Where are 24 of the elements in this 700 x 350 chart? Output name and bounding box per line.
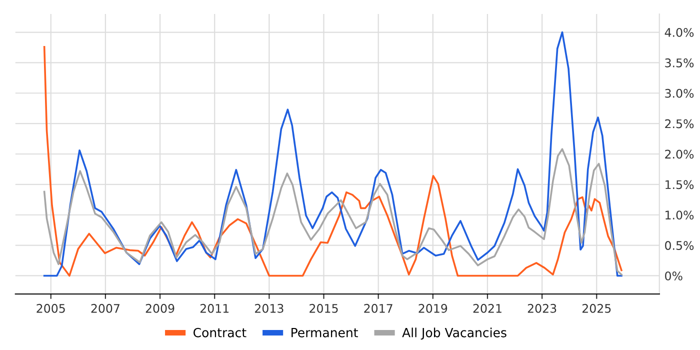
x-tick-label: 2021 — [473, 304, 502, 313]
x-tick-label: 2019 — [418, 304, 448, 313]
x-tick-label: 2025 — [582, 304, 611, 313]
y-tick-label: 2.0% — [665, 150, 694, 159]
x-tick-label: 2011 — [200, 304, 229, 313]
y-tick-label: 0.5% — [665, 241, 694, 250]
y-tick-label: 2.5% — [665, 119, 694, 128]
y-tick-label: 0% — [665, 271, 682, 280]
x-tick-label: 2005 — [36, 304, 65, 313]
legend-label: Contract — [194, 328, 246, 338]
x-tick-label: 2009 — [146, 304, 174, 313]
x-tick-label: 2017 — [364, 304, 392, 313]
x-tick-label: 2007 — [91, 304, 120, 313]
y-tick-label: 1.0% — [666, 210, 694, 220]
legend-label: All Job Vacancies — [402, 328, 506, 340]
x-tick-label: 2023 — [528, 304, 556, 313]
y-tick-label: 1.5% — [666, 180, 694, 190]
y-tick-label: 4.0% — [664, 28, 694, 37]
line-series — [43, 148, 622, 276]
y-tick-label: 3.5% — [665, 58, 694, 68]
x-tick-label: 2015 — [310, 304, 338, 313]
y-tick-label: 3.0% — [665, 88, 694, 98]
legend-label: Permanent — [292, 328, 358, 338]
x-tick-label: 2013 — [255, 304, 284, 313]
